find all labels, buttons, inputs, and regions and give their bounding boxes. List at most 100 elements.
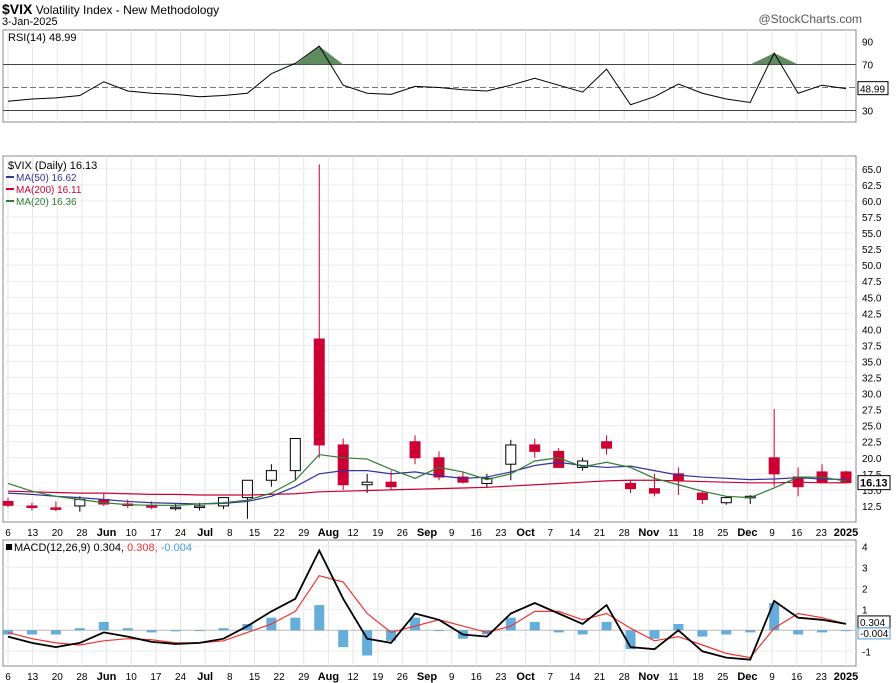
x-axis-label: Oct <box>516 527 535 539</box>
macd-histogram-bar <box>194 630 205 632</box>
macd-tick-label: 1 <box>862 605 868 616</box>
rsi-overbought-fill <box>750 53 799 65</box>
instrument-name: Volatility Index - New Methodology <box>35 3 220 17</box>
macd-x-axis-label: Nov <box>638 671 660 683</box>
candle-body <box>241 479 253 499</box>
price-tick-label: 12.5 <box>862 502 882 513</box>
macd-x-axis-label: Aug <box>318 671 339 683</box>
x-axis-label: 28 <box>76 528 88 539</box>
candle-body <box>265 470 277 481</box>
macd-tick-label: 4 <box>862 542 868 553</box>
macd-x-axis-label: 6 <box>5 672 11 683</box>
macd-legend-part: -0.004 <box>161 542 192 554</box>
macd-x-axis-label: 12 <box>347 672 359 683</box>
macd-x-axis-label: Sep <box>417 671 437 683</box>
macd-legend-part: MACD(12,26,9) <box>14 542 93 554</box>
x-axis-label: 12 <box>347 528 359 539</box>
macd-tick-label: -1 <box>862 647 871 658</box>
x-axis-label: 22 <box>274 528 286 539</box>
x-axis-label: 16 <box>471 528 483 539</box>
candle-body <box>361 481 373 486</box>
macd-x-axis-label: 13 <box>27 672 39 683</box>
macd-histogram-bar <box>673 624 684 631</box>
macd-histogram-bar <box>242 624 253 631</box>
x-axis-label: 16 <box>791 528 803 539</box>
price-tick-label: 55.0 <box>862 229 882 240</box>
macd-x-axis-label: 17 <box>150 672 162 683</box>
candle-body <box>529 444 541 452</box>
macd-x-axis-label: 8 <box>227 672 233 683</box>
stockcharts-credit: @StockCharts.com <box>758 12 862 26</box>
macd-x-axis-label: 16 <box>471 672 483 683</box>
macd-x-axis-label: 29 <box>298 672 310 683</box>
ma-legend-label: MA(20) 16.36 <box>16 197 77 208</box>
chart-date: 3-Jan-2025 <box>2 16 58 28</box>
macd-x-axis-label: 15 <box>249 672 261 683</box>
macd-histogram-bar <box>338 630 349 648</box>
candle-body <box>409 441 421 459</box>
macd-x-axis-label: Jul <box>197 671 213 683</box>
ma50-line <box>7 461 847 505</box>
macd-x-axis-label: 9 <box>449 672 455 683</box>
x-axis-label: 23 <box>816 528 828 539</box>
macd-histogram-bar <box>697 630 708 637</box>
x-axis-label: 20 <box>52 528 64 539</box>
price-tick-label: 27.5 <box>862 406 882 417</box>
candle-body <box>50 507 62 510</box>
macd-histogram-bar <box>769 603 780 631</box>
macd-legend-part: 0.308, <box>127 542 161 554</box>
rsi-last-value: 48.99 <box>860 85 885 96</box>
price-tick-label: 52.5 <box>862 245 882 256</box>
x-axis-label: 24 <box>175 528 187 539</box>
price-last-value: 16.13 <box>860 478 888 490</box>
x-axis-label: Jul <box>197 527 213 539</box>
macd-x-axis-label: 10 <box>126 672 138 683</box>
macd-histogram-bar <box>529 621 540 631</box>
candle-body <box>337 444 349 486</box>
candle-body <box>672 473 684 481</box>
price-tick-label: 37.5 <box>862 341 882 352</box>
macd-histogram-bar <box>433 630 444 632</box>
macd-x-axis-label: 28 <box>76 672 88 683</box>
macd-histogram-bar <box>577 630 588 635</box>
rsi-overbought-fill <box>295 46 344 65</box>
macd-x-axis-label: 11 <box>668 672 679 683</box>
price-tick-label: 30.0 <box>862 390 882 401</box>
macd-histogram-bar <box>386 630 397 641</box>
price-tick-label: 45.0 <box>862 293 882 304</box>
x-axis-label: 18 <box>693 528 705 539</box>
x-axis-label: 13 <box>27 528 39 539</box>
macd-histogram-bar <box>721 630 732 635</box>
macd-x-axis-label: 7 <box>547 672 553 683</box>
price-tick-label: 47.5 <box>862 277 882 288</box>
price-tick-label: 32.5 <box>862 374 882 385</box>
price-tick-label: 42.5 <box>862 309 882 320</box>
rsi-tick-label: 90 <box>862 38 874 49</box>
macd-signal-line <box>7 575 847 659</box>
candle-body <box>840 471 852 484</box>
candle-body <box>194 505 206 508</box>
macd-histogram-bar <box>290 617 301 631</box>
x-axis-label: 6 <box>5 528 11 539</box>
x-axis-label: Dec <box>737 527 757 539</box>
x-axis-label: Jun <box>97 527 117 539</box>
price-tick-label: 62.5 <box>862 181 882 192</box>
candle-body <box>768 457 780 475</box>
macd-x-axis-label: 16 <box>791 672 803 683</box>
x-axis-label: 25 <box>717 528 729 539</box>
price-tick-label: 40.0 <box>862 325 882 336</box>
candle-body <box>577 460 589 468</box>
x-axis-label: 23 <box>495 528 507 539</box>
macd-histogram-bar <box>74 628 85 631</box>
candle-body <box>625 482 637 490</box>
price-tick-label: 35.0 <box>862 357 882 368</box>
macd-tick-label: 3 <box>862 563 868 574</box>
macd-x-axis-label: 20 <box>52 672 64 683</box>
macd-histogram-bar <box>553 630 564 633</box>
candle-body <box>26 505 38 508</box>
candle-body <box>313 338 325 446</box>
macd-histogram-bar <box>505 617 516 631</box>
candle-body <box>505 444 517 465</box>
x-axis-label: 29 <box>298 528 310 539</box>
